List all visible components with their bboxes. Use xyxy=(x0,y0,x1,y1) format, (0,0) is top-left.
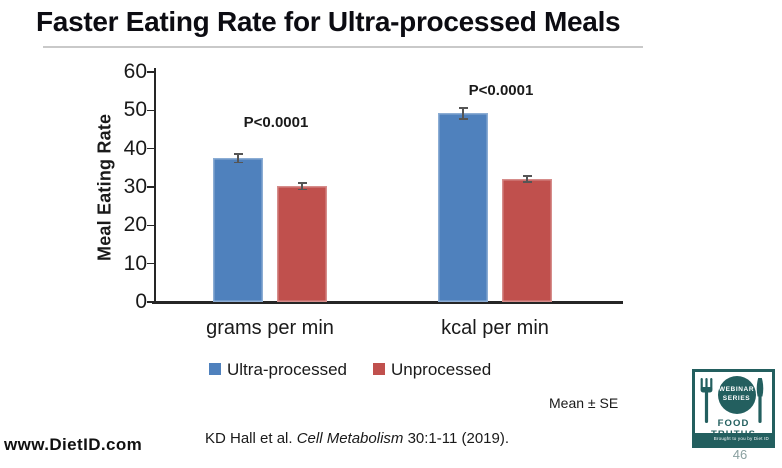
logo-webinar-text: WEBINAR xyxy=(718,386,755,394)
bar-unprocessed-0 xyxy=(277,186,327,302)
legend-swatch xyxy=(209,363,221,375)
error-bar-cap xyxy=(458,107,468,109)
p-value-annotation: P<0.0001 xyxy=(468,82,534,99)
webinar-series-logo: WEBINAR SERIES FOOD TRUTHS Brought to yo… xyxy=(692,369,775,448)
knife-icon xyxy=(756,378,764,423)
bar-ultra-processed-1 xyxy=(438,113,488,302)
citation-authors: KD Hall et al. xyxy=(205,430,297,447)
website-url: www.DietID.com xyxy=(4,435,143,454)
error-note: Mean ± SE xyxy=(549,395,619,411)
citation-journal: Cell Metabolism xyxy=(296,430,404,447)
logo-series-text: SERIES xyxy=(722,395,751,402)
error-bar xyxy=(462,108,464,119)
y-tick-label: 40 xyxy=(123,136,147,160)
error-bar-cap xyxy=(297,188,307,191)
x-axis-line xyxy=(152,301,623,304)
legend-item: Ultra-processed xyxy=(209,360,347,380)
logo-tagline: Brought to you by Diet ID xyxy=(695,433,772,445)
category-label: grams per min xyxy=(206,317,334,339)
error-bar-cap xyxy=(297,182,307,184)
citation-volume: 30:1-11 (2019). xyxy=(403,430,510,447)
title-divider xyxy=(43,46,643,48)
y-axis-tick xyxy=(147,71,155,73)
y-axis-tick xyxy=(147,186,155,188)
error-bar-cap xyxy=(458,118,468,120)
page-number: 46 xyxy=(732,447,748,462)
citation: KD Hall et al. Cell Metabolism 30:1-11 (… xyxy=(205,430,509,447)
y-axis-line xyxy=(153,68,156,303)
chart-legend: Ultra-processed Unprocessed xyxy=(209,360,491,380)
legend-item: Unprocessed xyxy=(373,360,491,380)
error-bar-cap xyxy=(522,181,532,183)
y-tick-label: 10 xyxy=(123,251,147,275)
y-tick-label: 30 xyxy=(123,175,147,198)
y-tick-label: 50 xyxy=(123,98,147,122)
y-tick-label: 0 xyxy=(135,290,147,313)
error-bar xyxy=(237,154,239,163)
legend-label: Ultra-processed xyxy=(227,360,347,379)
error-bar-cap xyxy=(233,161,243,164)
y-axis-tick xyxy=(147,109,155,112)
bar-unprocessed-1 xyxy=(502,178,552,302)
fork-icon xyxy=(700,378,713,423)
y-axis-tick xyxy=(147,224,155,227)
y-tick-label: 60 xyxy=(123,60,147,83)
y-axis-tick xyxy=(147,147,155,150)
bar-ultra-processed-0 xyxy=(213,158,263,302)
p-value-annotation: P<0.0001 xyxy=(243,114,309,131)
y-axis-tick xyxy=(147,301,155,303)
y-tick-label: 20 xyxy=(123,213,147,237)
legend-label: Unprocessed xyxy=(391,360,492,379)
error-bar-cap xyxy=(233,153,243,155)
error-bar xyxy=(301,182,303,190)
error-bar-cap xyxy=(522,175,532,177)
legend-swatch xyxy=(373,363,385,375)
category-label: kcal per min xyxy=(441,317,549,339)
plate-icon: WEBINAR SERIES xyxy=(717,376,756,414)
error-bar xyxy=(526,175,528,182)
slide-title: Faster Eating Rate for Ultra-processed M… xyxy=(36,6,621,37)
y-axis-tick xyxy=(147,262,155,265)
